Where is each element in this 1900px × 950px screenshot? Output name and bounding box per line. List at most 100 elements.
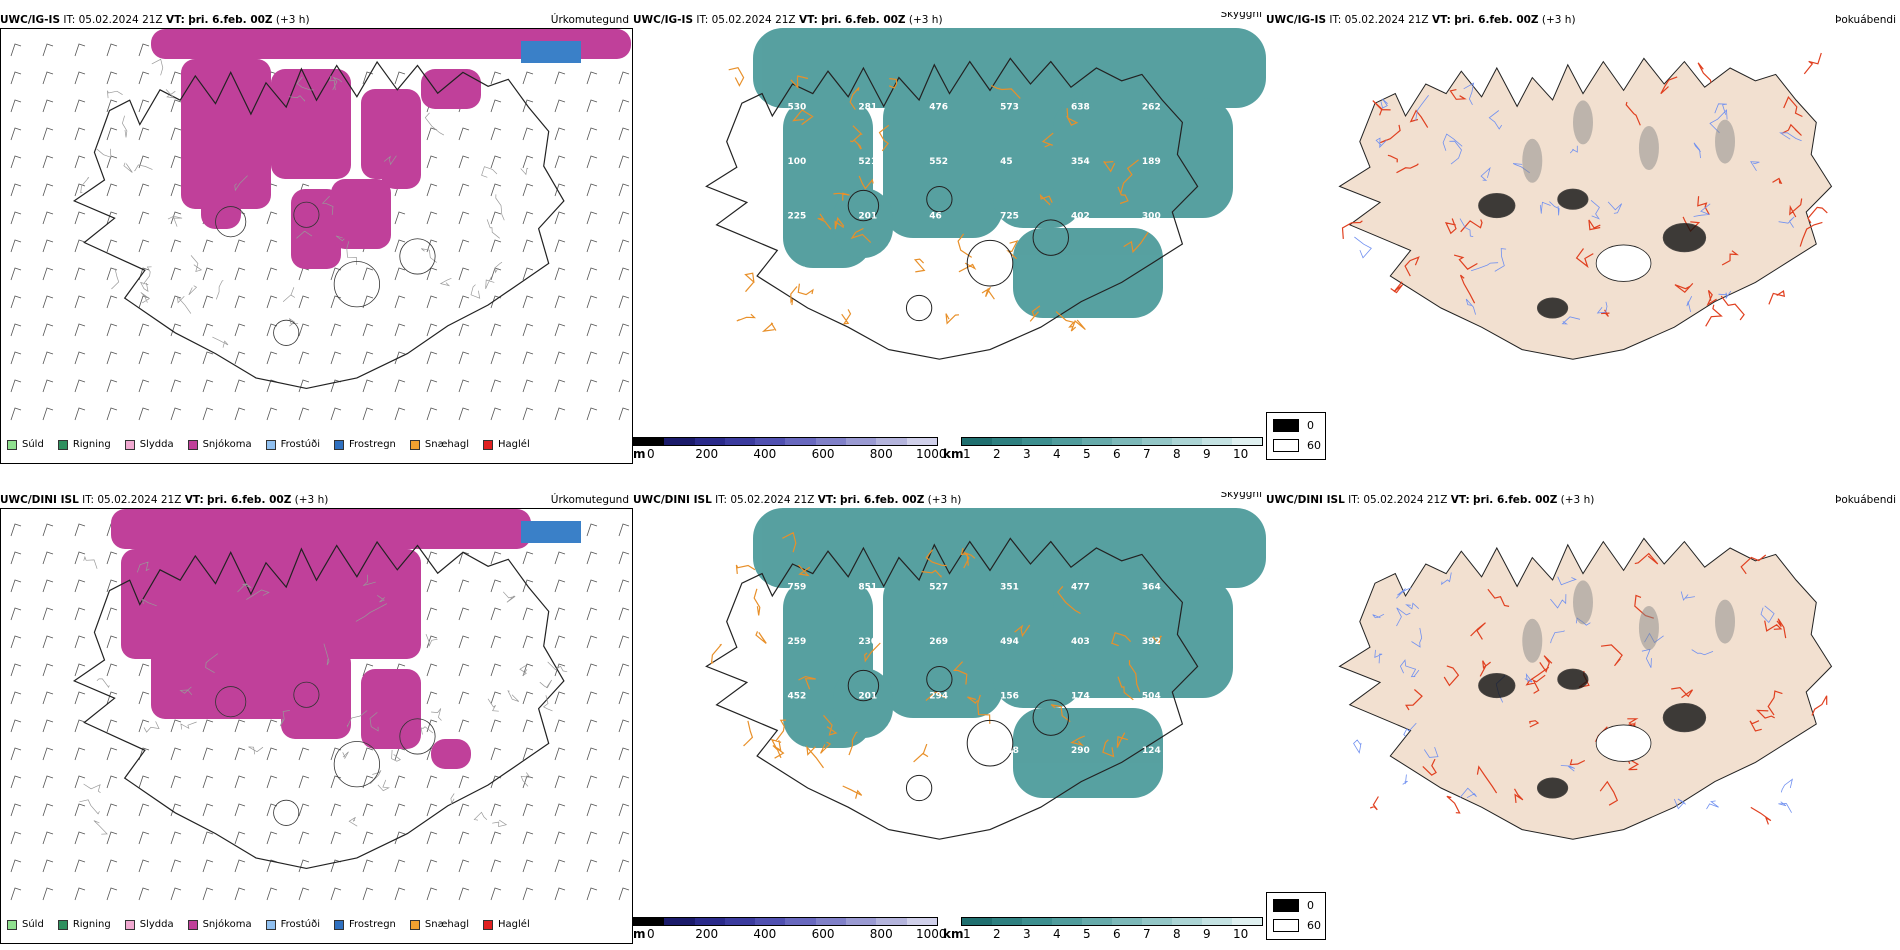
fog-key: 0 60 <box>1266 892 1326 940</box>
legend-item: Slydda <box>124 439 174 450</box>
colorbar-tick: 0 <box>647 927 655 941</box>
colorbar-tick: 4 <box>1053 927 1061 941</box>
ceiling-label: 225 <box>787 211 806 221</box>
legend-item: Frostregn <box>334 919 396 930</box>
rivers <box>1354 82 1802 325</box>
ceiling-label: 100 <box>787 157 806 167</box>
colorbar-tick: 7 <box>1143 927 1151 941</box>
ceiling-label: 174 <box>1071 691 1090 701</box>
colorbar-tick: 6 <box>1113 447 1121 461</box>
ceiling-label: 281 <box>858 103 877 113</box>
vt-label: VT: <box>1450 494 1470 506</box>
ceiling-labels: 530 281 476 573 638 262 100 521 552 45 354 189 225 20… <box>787 103 1160 276</box>
legend-swatch <box>7 919 17 930</box>
map-fog-indicator[interactable] <box>1266 28 1900 428</box>
colorbar-tick: 9 <box>1203 927 1211 941</box>
panel-precip-type-row1: UWC/IG-IS IT: 05.02.2024 21Z VT: þri. 6.… <box>0 12 633 464</box>
colorbar-tick: 200 <box>695 447 719 461</box>
ceiling-label: 552 <box>929 157 948 167</box>
legend-label: Snæhagl <box>424 439 470 450</box>
legend-swatch <box>187 919 198 930</box>
it-label: IT: <box>715 494 728 506</box>
ceiling-label: 477 <box>1071 583 1090 593</box>
ceiling-label: 494 <box>1000 637 1019 647</box>
map-precip-type[interactable]: Súld Rigning Slydda Snjókoma Frostúði Frostre… <box>0 28 633 464</box>
legend-swatch <box>409 919 420 930</box>
colorbar-tick: 7 <box>1143 447 1151 461</box>
legend-item: Rigning <box>57 439 111 450</box>
it-value: 05.02.2024 21Z <box>730 494 815 506</box>
legend-swatch <box>124 439 135 450</box>
fog-key-label-0: 0 <box>1307 899 1314 912</box>
map-visibility[interactable]: 530 281 476 573 638 262 100 521 552 45 354 189 225 20… <box>633 28 1266 428</box>
legend-label: Snjókoma <box>202 439 252 450</box>
ceiling-label: 189 <box>1142 157 1161 167</box>
colorbar-tick: 1000 <box>916 447 947 461</box>
coastline <box>72 540 565 870</box>
fog-key-swatch-0 <box>1273 419 1299 432</box>
colorbar-tick: 10 <box>1233 927 1249 941</box>
coastline <box>72 60 565 390</box>
ceiling-label: 124 <box>1142 746 1161 756</box>
vt-label: VT: <box>817 494 837 506</box>
colorbar-tick: 2 <box>993 927 1001 941</box>
panel-header: UWC/DINI ISL IT: 05.02.2024 21Z VT: þri.… <box>633 492 1266 508</box>
colorbar-tick: 800 <box>869 447 893 461</box>
legend-item: Súld <box>7 439 44 450</box>
ceiling-labels: 759 851 527 351 477 364 259 230 269 494 403 392 452 2… <box>787 583 1160 756</box>
colorbar-swatches <box>961 917 1263 926</box>
roads <box>1369 552 1828 825</box>
ceiling-label: 262 <box>1142 103 1161 113</box>
colorbar-tick: 0 <box>647 447 655 461</box>
colorbar-tick: 9 <box>1203 447 1211 461</box>
colorbar-tick: 3 <box>1023 927 1031 941</box>
ceiling-label: 452 <box>787 691 806 701</box>
ceiling-label: 290 <box>1071 746 1090 756</box>
legend-label: Snæhagl <box>424 919 470 930</box>
ceiling-label: 149 <box>929 746 948 756</box>
legend-swatch <box>483 919 494 930</box>
colorbar-tick: 8 <box>1173 927 1181 941</box>
forecast-offset: (+3 h) <box>908 14 943 26</box>
legend-swatch <box>7 439 17 450</box>
legend-swatch <box>409 439 420 450</box>
legend-item: Snjókoma <box>187 439 252 450</box>
model-name: UWC/IG-IS <box>633 14 694 26</box>
iceland-map: 530 281 476 573 638 262 100 521 552 45 354 189 225 20… <box>705 28 1266 360</box>
panel-fog-indicator-row2: UWC/DINI ISL IT: 05.02.2024 21Z VT: þri.… <box>1266 492 1900 944</box>
ceiling-label: 527 <box>929 583 948 593</box>
vt-value: þri. 6.feb. 00Z <box>821 14 906 26</box>
ceiling-label: 269 <box>929 637 948 647</box>
colorbar-tick: 2 <box>993 447 1001 461</box>
legend-swatch <box>265 919 276 930</box>
low-visibility-areas <box>753 28 1266 318</box>
colorbar-tick: 10 <box>1233 447 1249 461</box>
fog-key-label-0: 0 <box>1307 419 1314 432</box>
ceiling-label: 759 <box>787 583 806 593</box>
colorbar-unit: m <box>633 447 646 461</box>
map-visibility[interactable]: 759 851 527 351 477 364 259 230 269 494 403 392 452 2… <box>633 508 1266 908</box>
legend-item: Slydda <box>124 919 174 930</box>
map-precip-type[interactable]: Súld Rigning Slydda Snjókoma Frostúði Frostre… <box>0 508 633 944</box>
low-visibility-areas <box>753 508 1266 798</box>
ceiling-label: 293 <box>858 746 877 756</box>
map-fog-indicator[interactable] <box>1266 508 1900 908</box>
legend-label: Frostúði <box>280 919 320 930</box>
snow-areas <box>111 509 531 769</box>
land <box>1338 57 1833 360</box>
it-label: IT: <box>82 494 95 506</box>
it-value: 05.02.2024 21Z <box>1363 494 1448 506</box>
panel-title: Úrkomutegund <box>550 494 629 506</box>
legend-label: Snjókoma <box>202 919 252 930</box>
colorbar-tick: 400 <box>753 927 777 941</box>
panel-precip-type-row2: UWC/DINI ISL IT: 05.02.2024 21Z VT: þri.… <box>0 492 633 944</box>
colorbar-unit: m <box>633 927 646 941</box>
ceiling-label: 45 <box>1000 157 1013 167</box>
forecast-offset: (+3 h) <box>1541 14 1576 26</box>
panel-visibility-row2: UWC/DINI ISL IT: 05.02.2024 21Z VT: þri.… <box>633 492 1266 944</box>
legend-label: Súld <box>22 439 44 450</box>
legend-label: Frostregn <box>349 919 396 930</box>
colorbar-swatches <box>633 437 938 446</box>
legend-item: Frostúði <box>265 919 320 930</box>
colorbar-tick: 6 <box>1113 927 1121 941</box>
